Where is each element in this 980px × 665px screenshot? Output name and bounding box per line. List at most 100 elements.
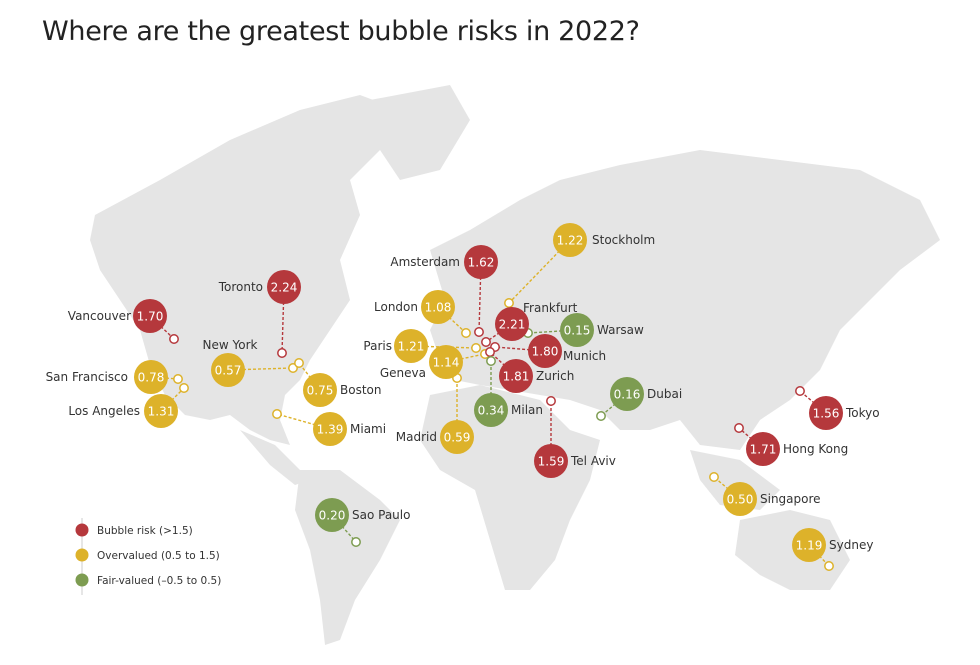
bubble-madrid: [440, 420, 474, 454]
city-marker-tel-aviv: 1.59 Tel Aviv: [534, 444, 616, 478]
city-label: Geneva: [380, 366, 426, 380]
africa: [420, 385, 600, 590]
city-marker-paris: 1.21 Paris: [363, 329, 428, 363]
bubble-value: 1.08: [425, 301, 452, 315]
bubble-sydney: [792, 528, 826, 562]
city-location-los-angeles: [179, 383, 189, 393]
bubble-dubai: [610, 377, 644, 411]
bubble-singapore: [723, 482, 757, 516]
bubble-new-york: [211, 353, 245, 387]
central-america: [240, 430, 310, 485]
city-location-hong-kong: [734, 423, 744, 433]
city-location-singapore: [709, 472, 719, 482]
page-title: Where are the greatest bubble risks in 2…: [42, 16, 640, 47]
legend-label: Fair-valued (–0.5 to 0.5): [97, 575, 221, 587]
city-location-miami: [272, 409, 282, 419]
bubble-munich: [528, 334, 562, 368]
city-label: Stockholm: [592, 233, 655, 247]
bubble-value: 1.71: [750, 443, 777, 457]
bubble-frankfurt: [495, 307, 529, 341]
city-location-frankfurt: [481, 337, 491, 347]
bubble-zurich: [499, 359, 533, 393]
city-marker-warsaw: 0.15 Warsaw: [560, 313, 644, 347]
city-marker-milan: 0.34 Milan: [474, 393, 543, 427]
bubble-geneva: [429, 345, 463, 379]
bubble-los-angeles: [144, 394, 178, 428]
city-location-tel-aviv: [546, 396, 556, 406]
city-location-toronto: [277, 348, 287, 358]
bubble-value: 0.34: [478, 404, 505, 418]
city-label: Vancouver: [68, 309, 131, 323]
south-america: [295, 470, 400, 645]
city-label: Singapore: [760, 492, 821, 506]
city-marker-stockholm: 1.22 Stockholm: [553, 223, 655, 257]
city-marker-amsterdam: 1.62 Amsterdam: [390, 245, 498, 279]
bubble-value: 1.39: [317, 423, 344, 437]
bubble-vancouver: [133, 299, 167, 333]
bubble-value: 0.57: [215, 364, 242, 378]
city-label: Tel Aviv: [570, 454, 616, 468]
city-label: Zurich: [536, 369, 574, 383]
bubble-value: 2.21: [499, 318, 526, 332]
city-location-stockholm: [504, 298, 514, 308]
bubble-hong-kong: [746, 432, 780, 466]
city-marker-vancouver: 1.70 Vancouver: [68, 299, 167, 333]
city-label: Boston: [340, 383, 381, 397]
city-marker-tokyo: 1.56 Tokyo: [809, 396, 880, 430]
city-marker-new-york: 0.57 New York: [203, 338, 258, 387]
southeast-asia: [690, 450, 780, 510]
bubble-value: 1.19: [796, 539, 823, 553]
city-location-amsterdam: [474, 327, 484, 337]
city-label: Amsterdam: [390, 255, 460, 269]
leader-line-warsaw: [527, 329, 578, 334]
legend: Bubble risk (>1.5) Overvalued (0.5 to 1.5…: [75, 518, 221, 595]
city-location-tokyo: [795, 386, 805, 396]
bubble-value: 0.59: [444, 431, 471, 445]
leader-line-munich: [494, 346, 546, 352]
city-marker-madrid: 0.59 Madrid: [396, 420, 474, 454]
bubble-stockholm: [553, 223, 587, 257]
city-location-sao-paulo: [351, 537, 361, 547]
bubble-value: 0.16: [614, 388, 641, 402]
bubble-value: 1.21: [398, 340, 425, 354]
bubble-value: 0.75: [307, 384, 334, 398]
legend-label: Bubble risk (>1.5): [97, 525, 193, 537]
bubble-value: 2.24: [271, 281, 298, 295]
bubble-san-francisco: [134, 360, 168, 394]
city-marker-london: 1.08 London: [374, 290, 455, 324]
legend-label: Overvalued (0.5 to 1.5): [97, 550, 220, 562]
city-label: Dubai: [647, 387, 682, 401]
city-marker-sydney: 1.19 Sydney: [792, 528, 873, 562]
city-label: Paris: [363, 339, 392, 353]
bubble-milan: [474, 393, 508, 427]
city-label: Los Angeles: [68, 404, 140, 418]
city-location-london: [461, 328, 471, 338]
north-america: [90, 95, 400, 445]
city-marker-hong-kong: 1.71 Hong Kong: [746, 432, 848, 466]
city-location-paris: [471, 343, 481, 353]
bubble-tel-aviv: [534, 444, 568, 478]
greenland: [370, 85, 470, 180]
legend-swatch-bubble: [75, 523, 89, 537]
bubble-value: 1.80: [532, 345, 559, 359]
bubble-warsaw: [560, 313, 594, 347]
bubble-value: 0.50: [727, 493, 754, 507]
bubble-value: 0.78: [138, 371, 165, 385]
eurasia: [430, 150, 940, 450]
city-marker-singapore: 0.50 Singapore: [723, 482, 821, 516]
city-label: Miami: [350, 422, 386, 436]
bubble-value: 1.22: [557, 234, 584, 248]
bubble-value: 1.59: [538, 455, 565, 469]
city-label: Munich: [563, 349, 606, 363]
city-marker-sao-paulo: 0.20 Sao Paulo: [315, 498, 410, 532]
city-label: Warsaw: [597, 323, 644, 337]
city-label: Milan: [511, 403, 543, 417]
bubble-paris: [394, 329, 428, 363]
city-location-zurich: [485, 347, 495, 357]
city-location-sydney: [824, 561, 834, 571]
city-marker-zurich: 1.81 Zurich: [499, 359, 574, 393]
bubble-miami: [313, 412, 347, 446]
city-label: New York: [203, 338, 258, 352]
city-label: Madrid: [396, 430, 437, 444]
